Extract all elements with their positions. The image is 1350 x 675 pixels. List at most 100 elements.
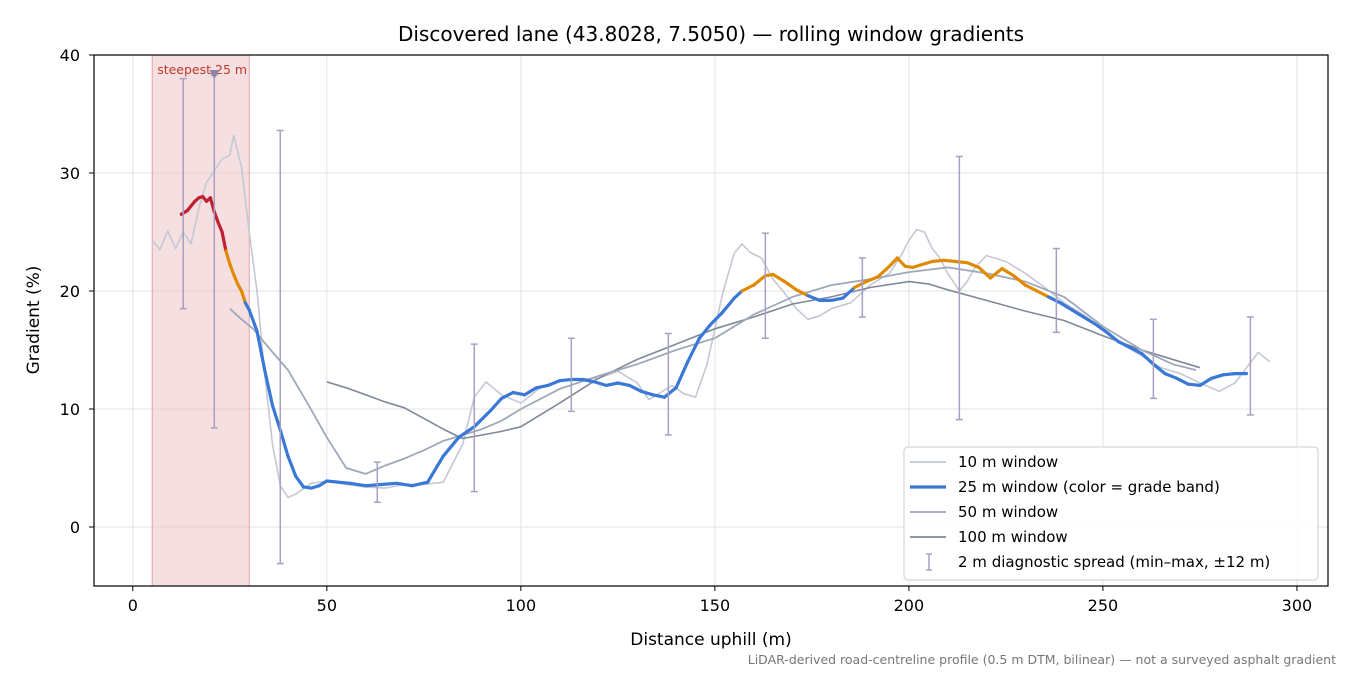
series-25m-window-segment (806, 294, 822, 302)
series-25m-window-segment (1209, 373, 1225, 380)
series-25m-window-segment (852, 280, 868, 290)
series-25m-window-segment (511, 390, 527, 397)
x-tick-label: 0 (128, 596, 138, 615)
legend-item: 10 m window (910, 453, 1058, 471)
series-25m-window-segment (534, 383, 550, 390)
series-25m-window-segment (988, 267, 1004, 280)
errorbar (955, 155, 963, 421)
series-25m-window-segment (1221, 372, 1237, 377)
y-tick-label: 30 (60, 164, 80, 183)
legend-box (903, 446, 1319, 581)
series-25m-window-segment (278, 428, 290, 458)
steepest-marker (209, 70, 220, 80)
series-25m-window-segment (546, 379, 562, 387)
series-25m-window-segment (592, 380, 608, 387)
series-25m-window-segment (771, 272, 787, 284)
series-25m-window-segment (740, 283, 756, 293)
series-25m-window-segment (228, 262, 236, 277)
series-25m-window-segment (263, 368, 275, 408)
axis-ticks: 0 50 100 150 200 250 300 0 10 20 30 40 (60, 46, 1313, 615)
series-25m-window-segment (220, 230, 228, 253)
series-25m-window-segment (942, 258, 958, 264)
series-25m-window-segment (662, 386, 678, 399)
legend-item: 25 m window (color = grade band) (910, 478, 1220, 496)
series-25m-window-segment (441, 435, 461, 458)
legend-label: 100 m window (958, 528, 1068, 546)
series-25m-window-segment (686, 336, 702, 364)
series-25m-window-segment (499, 390, 515, 400)
series-25m-window-segment (651, 393, 667, 399)
series-25m-window-segment (216, 221, 224, 234)
legend-item: 100 m window (910, 528, 1068, 546)
series-25m-window-segment (720, 296, 736, 314)
series-25m-window-segment (1035, 289, 1051, 299)
series-25m-window-segment (1140, 351, 1156, 366)
series-25m-window-segment (426, 454, 445, 484)
series-25m-window-segment (364, 482, 383, 488)
series-25m-window-segment (876, 264, 892, 279)
legend-label: 10 m window (958, 453, 1058, 471)
footnote: LiDAR-derived road-centreline profile (0… (748, 652, 1336, 667)
legend-label: 50 m window (958, 503, 1058, 521)
series-25m-window-segment (348, 481, 368, 488)
series-25m-window-segment (1058, 301, 1074, 312)
x-tick-label: 250 (1088, 596, 1119, 615)
series-100m-window (326, 280, 1201, 440)
annotation-layer: steepest 25 m (157, 62, 247, 80)
series-25m-window-segment (247, 308, 259, 333)
errorbar (276, 129, 284, 565)
series-25m-window-segment (1000, 267, 1016, 278)
series-25m-window-segment (1046, 295, 1062, 305)
series-25m-window-segment (1070, 308, 1086, 319)
legend: 10 m window 25 m window (color = grade ba… (903, 446, 1319, 581)
legend-item: 50 m window (910, 503, 1058, 521)
errorbar (1052, 247, 1060, 334)
chart-title: Discovered lane (43.8028, 7.5050) — roll… (398, 22, 1024, 46)
x-axis-title: Distance uphill (m) (630, 630, 791, 650)
series-25m-window-segment (336, 480, 352, 485)
diagnostic-errorbars (179, 74, 1254, 565)
series-25m-window-segment (1163, 372, 1179, 380)
series-25m-window-segment (294, 474, 306, 489)
series-25m-window-segment (224, 249, 232, 266)
series-25m-window-segment (523, 386, 539, 397)
errorbar (567, 337, 575, 413)
errorbar (761, 232, 769, 339)
series-50m-window (229, 266, 1197, 475)
series-25m-window-segment (581, 377, 597, 384)
series-25m-window-segment (604, 381, 620, 387)
series-25m-window-segment (472, 409, 492, 429)
series-25m-window-segment (1093, 322, 1109, 334)
x-tick-label: 300 (1282, 596, 1313, 615)
series-25m-window-segment (232, 272, 240, 286)
series-25m-window-segment (488, 396, 504, 413)
errorbar (1246, 316, 1254, 416)
series-25m-window-segment (639, 389, 655, 397)
series-25m-window-segment (558, 377, 573, 383)
plot-frame (93, 54, 1329, 587)
series-25m-window-segment (616, 381, 632, 387)
series-25m-window-segment (1175, 376, 1190, 386)
steepest-annotation-label: steepest 25 m (157, 62, 247, 77)
series-25m-window-segment (965, 261, 981, 269)
legend-item: 2 m diagnostic spread (min–max, ±12 m) (926, 553, 1270, 571)
legend-label: 2 m diagnostic spread (min–max, ±12 m) (958, 553, 1270, 571)
steepest-band-rect (151, 54, 250, 587)
series-25m-window-segment (1198, 376, 1214, 387)
series-25m-window-segment (1012, 274, 1027, 287)
series-25m-window-segment (930, 258, 946, 264)
errorbar (858, 257, 866, 318)
series-25m-window-segment (627, 383, 643, 393)
series-25m-window-segment (1128, 346, 1144, 356)
series-25m-window-segment (794, 288, 810, 298)
series-25m-window-segment (395, 481, 414, 488)
series-25m-window-segment (185, 199, 197, 213)
series-25m-window-segment (829, 296, 845, 302)
series-25m-window-segment (887, 256, 899, 268)
series-25m-window-segment (1081, 315, 1097, 326)
steepest-window-band (151, 54, 250, 587)
series-25m-window-segment (732, 289, 744, 300)
errorbar (373, 461, 381, 503)
errorbar (1149, 318, 1157, 400)
